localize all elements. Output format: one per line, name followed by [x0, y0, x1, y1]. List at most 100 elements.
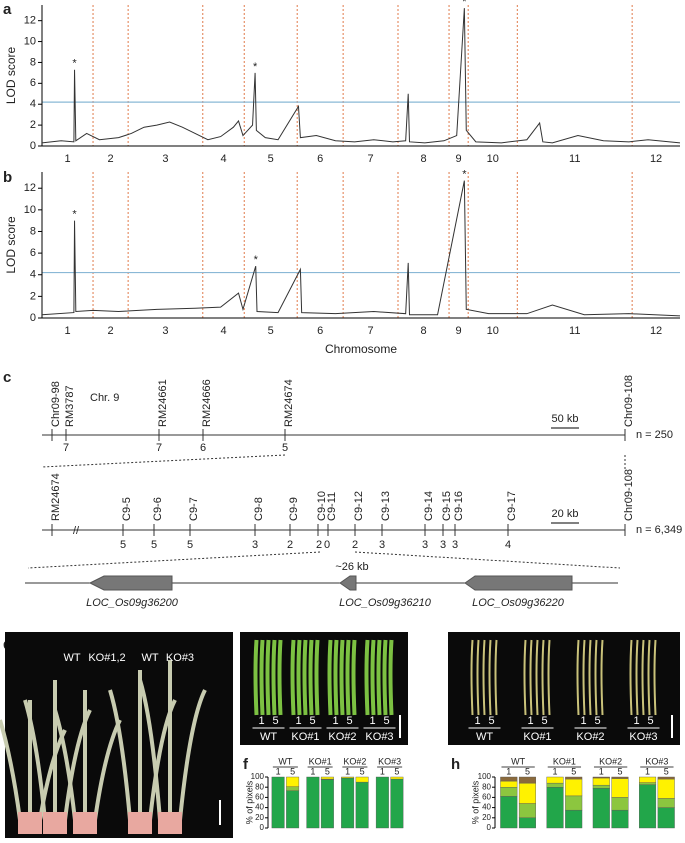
bar-segment	[320, 779, 334, 829]
y-tick-label: 6	[30, 247, 36, 259]
photo-label: WT	[476, 731, 493, 743]
y-tick-label: 4	[30, 269, 36, 281]
day-label: 5	[383, 715, 389, 727]
bar-category: 1	[599, 766, 604, 776]
chromosome-label: 5	[268, 153, 274, 165]
y-tick-label: 0	[30, 140, 36, 152]
plant	[138, 660, 207, 821]
sample	[370, 639, 376, 716]
zoom-line	[354, 551, 621, 569]
gene-name: LOC_Os09g36210	[339, 597, 432, 609]
zoom-line	[41, 454, 286, 468]
bar-segment	[518, 776, 536, 784]
chromosome-label: 9	[456, 325, 462, 337]
recombinant-count: 2	[316, 539, 322, 551]
y-tick-label: 80	[255, 782, 264, 791]
sample	[271, 639, 277, 716]
recombinant-count: 5	[120, 539, 126, 551]
y-axis-label: % of pixels	[470, 780, 480, 824]
pot	[43, 812, 67, 834]
lod-trace	[41, 8, 681, 144]
group-label: KO#1	[553, 756, 576, 766]
y-tick-label: 20	[482, 813, 491, 822]
gene-arrow	[88, 575, 173, 591]
sample	[265, 639, 271, 716]
recombinant-count: 5	[187, 539, 193, 551]
photo-label: KO#2	[576, 731, 604, 743]
bar-segment	[611, 778, 629, 798]
bar-category: 1	[345, 766, 350, 776]
bar-segment	[355, 781, 369, 829]
sample	[576, 639, 580, 716]
marker-name: C9-14	[423, 491, 435, 521]
marker-name: C9-9	[288, 497, 300, 521]
bar-segment	[546, 776, 564, 784]
bar-segment	[592, 777, 610, 786]
bar-segment	[657, 778, 675, 799]
group-label: KO#2	[343, 756, 366, 766]
bar-segment	[592, 788, 610, 829]
photo-label: WT	[141, 652, 158, 664]
y-tick-label: 12	[24, 15, 36, 27]
panel-label: f	[243, 756, 249, 773]
recombinant-count: 3	[440, 539, 446, 551]
chromosome-label: 3	[162, 325, 168, 337]
bar-category: 1	[380, 766, 385, 776]
chromosome-label: 7	[368, 153, 374, 165]
sample	[523, 639, 527, 716]
bar-category: 5	[325, 766, 330, 776]
day-label: 5	[488, 715, 494, 727]
chromosome-label: 12	[650, 325, 662, 337]
peak-annotation: *	[462, 0, 467, 8]
sample	[629, 639, 633, 716]
bar-segment	[518, 817, 536, 829]
bar-segment	[286, 776, 300, 787]
chromosome-label: 6	[317, 153, 323, 165]
y-tick-label: 60	[255, 793, 264, 802]
scale-label: 50 kb	[552, 413, 579, 425]
sample	[382, 639, 388, 716]
bar-segment	[271, 776, 285, 829]
photo-label: KO#3	[365, 731, 393, 743]
sample	[388, 639, 394, 716]
chromosome-label: Chr. 9	[90, 392, 119, 404]
peak-annotation: *	[72, 209, 77, 221]
recombinant-count: 3	[379, 539, 385, 551]
sample	[351, 639, 357, 716]
bar-category: 5	[290, 766, 295, 776]
day-label: 5	[346, 715, 352, 727]
bar-category: 5	[525, 766, 530, 776]
day-label: 1	[295, 715, 301, 727]
y-tick-label: 4	[30, 98, 36, 110]
marker-name: C9-15	[441, 491, 453, 521]
sample	[302, 639, 308, 716]
bar-segment	[592, 784, 610, 789]
bar-category: 1	[276, 766, 281, 776]
group-label: KO#3	[378, 756, 401, 766]
day-label: 1	[258, 715, 264, 727]
chromosome-label: 4	[220, 153, 226, 165]
chromosome-label: 1	[64, 325, 70, 337]
gene-name: LOC_Os09g36220	[472, 597, 565, 609]
sample	[470, 639, 474, 716]
marker-name: C9-5	[121, 497, 133, 521]
bar-segment	[657, 798, 675, 808]
sample	[314, 639, 320, 716]
marker-name: C9-17	[506, 491, 518, 521]
bar-segment	[518, 782, 536, 804]
y-tick-label: 10	[24, 35, 36, 47]
bar-segment	[565, 776, 583, 780]
y-tick-label: 0	[487, 823, 492, 832]
marker-name: C9-8	[253, 497, 265, 521]
y-tick-label: 2	[30, 119, 36, 131]
chromosome-label: 6	[317, 325, 323, 337]
sample	[641, 639, 645, 716]
y-tick-label: 0	[30, 312, 36, 324]
y-tick-label: 8	[30, 225, 36, 237]
sample	[529, 639, 533, 716]
sample	[488, 639, 492, 716]
y-tick-label: 60	[482, 793, 491, 802]
chromosome-label: 11	[569, 325, 580, 337]
chromosome-label: 9	[456, 153, 462, 165]
